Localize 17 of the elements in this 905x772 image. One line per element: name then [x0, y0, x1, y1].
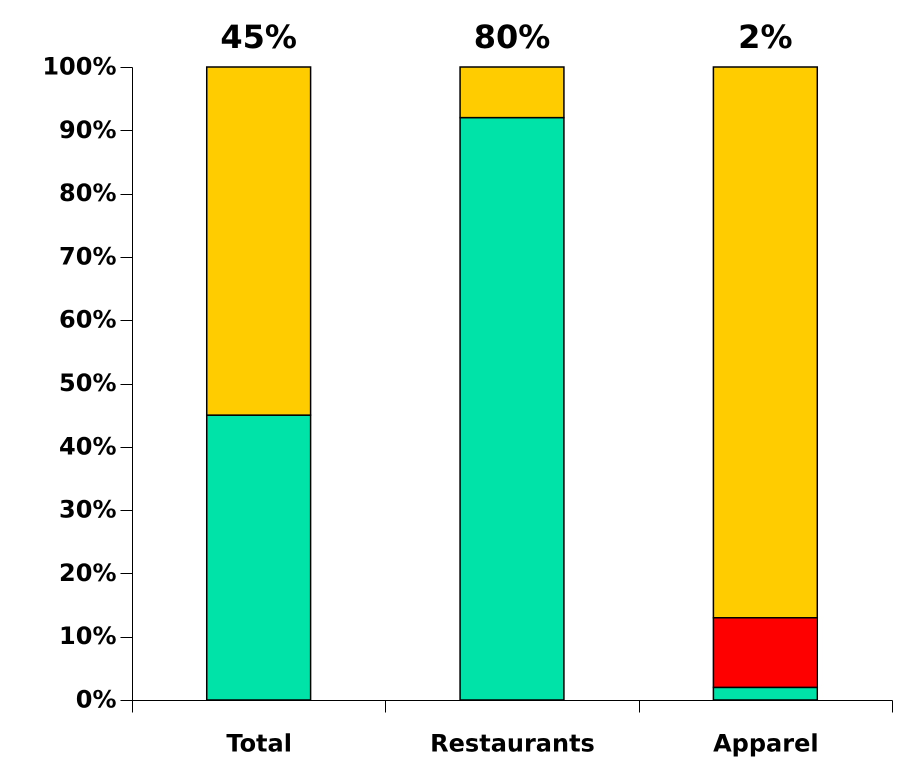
y-tick-label: 80%	[59, 179, 116, 208]
y-tick-label: 70%	[59, 242, 116, 270]
y-tick-label: 20%	[59, 558, 116, 587]
y-tick-label: 100%	[42, 52, 116, 80]
y-tick-label: 50%	[59, 369, 116, 397]
y-tick-label: 0%	[76, 686, 116, 714]
y-tick-label: 40%	[59, 432, 116, 460]
y-tick-label: 60%	[59, 306, 116, 334]
y-tick-label: 10%	[59, 622, 116, 650]
annotation: 45%	[220, 18, 297, 56]
x-tick-label: Total	[226, 730, 292, 758]
x-tick-label: Restaurants	[430, 730, 595, 758]
annotation: 2%	[738, 18, 792, 56]
y-tick-label: 30%	[59, 496, 116, 524]
annotation: 80%	[474, 18, 550, 56]
x-tick-label: Apparel	[713, 730, 819, 758]
y-tick-label: 90%	[59, 116, 116, 144]
